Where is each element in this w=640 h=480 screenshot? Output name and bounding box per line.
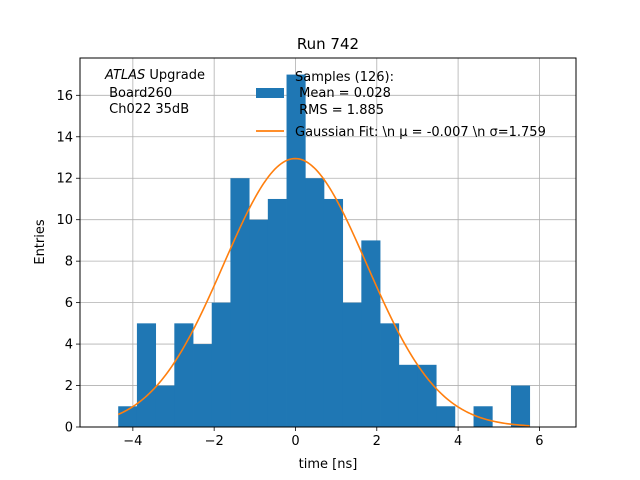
histogram-bar — [193, 344, 213, 427]
histogram-bar — [380, 323, 400, 427]
annotation-line-1: Board260 — [105, 86, 172, 101]
histogram-bar — [398, 364, 418, 427]
histogram-bar — [361, 240, 381, 427]
gaussian-fit — [117, 157, 530, 427]
y-tick-label: 2 — [65, 379, 73, 394]
y-axis-ticks: 0 2 4 6 8 10 12 14 16 — [56, 89, 80, 436]
histogram-bar — [510, 385, 531, 427]
y-tick-label: 10 — [56, 213, 73, 228]
legend: Samples (126): Mean = 0.028 RMS = 1.885 … — [256, 70, 546, 140]
y-tick-label: 16 — [56, 89, 73, 104]
y-tick-label: 4 — [65, 338, 73, 353]
histogram-bar — [342, 302, 362, 427]
x-tick-label: 4 — [454, 434, 462, 449]
chart-title: Run 742 — [297, 35, 359, 53]
histogram-bar — [473, 406, 493, 427]
histogram-bar — [417, 364, 437, 427]
histogram-bar — [211, 302, 231, 427]
histogram-bar — [267, 198, 287, 427]
x-axis-ticks: −4 −2 0 2 4 6 — [123, 427, 544, 449]
y-tick-label: 0 — [65, 421, 73, 436]
svg-text:ATLAS Upgrade: ATLAS Upgrade — [104, 68, 205, 83]
x-tick-label: 6 — [535, 434, 543, 449]
y-tick-label: 8 — [65, 255, 73, 270]
legend-hist-line-1: Samples (126): — [295, 70, 394, 85]
x-tick-label: −2 — [205, 434, 224, 449]
x-tick-label: 2 — [373, 434, 381, 449]
histogram-bar — [436, 406, 456, 427]
x-tick-label: 0 — [291, 434, 299, 449]
histogram-bar — [174, 323, 194, 427]
histogram-bar — [323, 198, 344, 427]
histogram-bars — [118, 74, 531, 428]
histogram-bar — [249, 219, 269, 427]
y-tick-label: 14 — [56, 130, 73, 145]
histogram-bar — [136, 323, 157, 427]
legend-fit-label: Gaussian Fit: \n μ = -0.007 \n σ=1.759 — [295, 125, 546, 140]
y-axis-label: Entries — [33, 219, 48, 265]
annotation-italic: ATLAS — [104, 68, 145, 83]
annotation-rest: Upgrade — [145, 68, 205, 83]
atlas-annotation: ATLAS Upgrade Board260 Ch022 35dB — [104, 68, 205, 117]
y-tick-label: 6 — [65, 296, 73, 311]
legend-hist-line-2: Mean = 0.028 — [295, 86, 391, 101]
x-tick-label: −4 — [123, 434, 142, 449]
legend-hist-swatch — [256, 88, 284, 98]
gaussian-fit-line — [117, 157, 530, 427]
plot-frame — [79, 57, 577, 428]
histogram-bar — [305, 178, 325, 427]
y-tick-label: 12 — [56, 172, 73, 187]
grid — [80, 58, 576, 428]
x-axis-label: time [ns] — [299, 457, 358, 472]
legend-hist-line-3: RMS = 1.885 — [295, 103, 384, 118]
histogram-bar — [155, 385, 175, 427]
annotation-line-2: Ch022 35dB — [105, 102, 189, 117]
histogram-bar — [230, 178, 250, 427]
histogram-bar — [286, 74, 306, 428]
